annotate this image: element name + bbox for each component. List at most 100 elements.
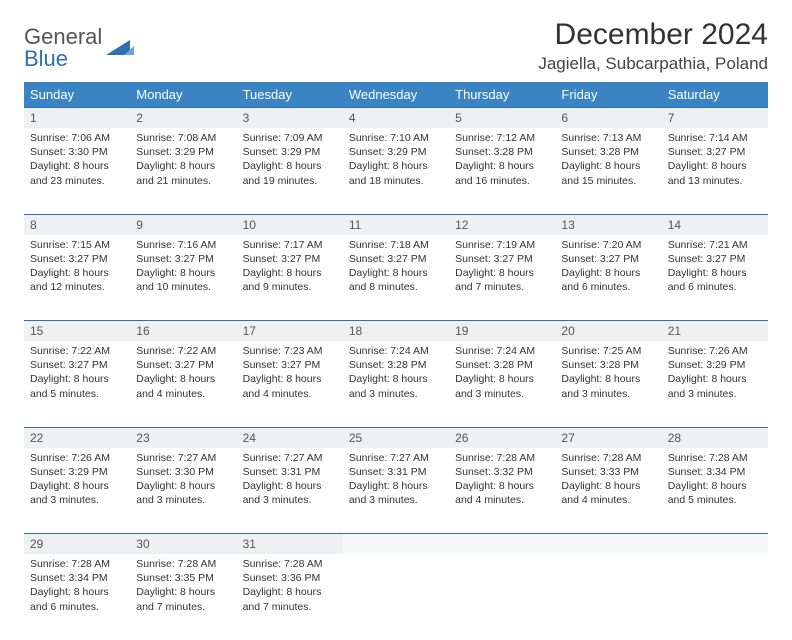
day-content-cell: Sunrise: 7:24 AMSunset: 3:28 PMDaylight:…: [449, 341, 555, 427]
day-content-row: Sunrise: 7:06 AMSunset: 3:30 PMDaylight:…: [24, 128, 768, 214]
daylight-line: Daylight: 8 hours and 3 minutes.: [349, 372, 443, 400]
sunrise-line: Sunrise: 7:21 AM: [668, 238, 762, 252]
day-number-cell: 24: [237, 427, 343, 448]
daylight-line: Daylight: 8 hours and 6 minutes.: [30, 585, 124, 613]
sunset-line: Sunset: 3:29 PM: [668, 358, 762, 372]
weekday-header: Wednesday: [343, 82, 449, 108]
day-content-row: Sunrise: 7:28 AMSunset: 3:34 PMDaylight:…: [24, 554, 768, 640]
sunrise-line: Sunrise: 7:27 AM: [243, 451, 337, 465]
day-number-cell: 6: [555, 108, 661, 129]
day-number-cell: 22: [24, 427, 130, 448]
sunrise-line: Sunrise: 7:24 AM: [349, 344, 443, 358]
day-content-cell: Sunrise: 7:28 AMSunset: 3:33 PMDaylight:…: [555, 448, 661, 534]
day-number-cell: 21: [662, 321, 768, 342]
calendar-body: 1234567Sunrise: 7:06 AMSunset: 3:30 PMDa…: [24, 108, 768, 640]
sunrise-line: Sunrise: 7:28 AM: [136, 557, 230, 571]
day-content-cell: Sunrise: 7:21 AMSunset: 3:27 PMDaylight:…: [662, 235, 768, 321]
day-number-cell: 15: [24, 321, 130, 342]
sunrise-line: Sunrise: 7:26 AM: [668, 344, 762, 358]
sunset-line: Sunset: 3:27 PM: [561, 252, 655, 266]
daylight-line: Daylight: 8 hours and 5 minutes.: [30, 372, 124, 400]
sunrise-line: Sunrise: 7:19 AM: [455, 238, 549, 252]
daylight-line: Daylight: 8 hours and 4 minutes.: [243, 372, 337, 400]
day-number-cell: 2: [130, 108, 236, 129]
sunrise-line: Sunrise: 7:28 AM: [243, 557, 337, 571]
day-content-cell: Sunrise: 7:24 AMSunset: 3:28 PMDaylight:…: [343, 341, 449, 427]
day-number-row: 293031: [24, 534, 768, 555]
sunset-line: Sunset: 3:28 PM: [455, 358, 549, 372]
sunset-line: Sunset: 3:27 PM: [349, 252, 443, 266]
day-number-cell: 31: [237, 534, 343, 555]
sunset-line: Sunset: 3:27 PM: [30, 358, 124, 372]
day-content-cell: Sunrise: 7:22 AMSunset: 3:27 PMDaylight:…: [130, 341, 236, 427]
day-content-cell: Sunrise: 7:28 AMSunset: 3:36 PMDaylight:…: [237, 554, 343, 640]
sunset-line: Sunset: 3:27 PM: [136, 358, 230, 372]
logo-triangle-icon: [106, 37, 134, 62]
day-content-cell: Sunrise: 7:28 AMSunset: 3:34 PMDaylight:…: [24, 554, 130, 640]
day-content-cell: Sunrise: 7:22 AMSunset: 3:27 PMDaylight:…: [24, 341, 130, 427]
sunset-line: Sunset: 3:28 PM: [561, 145, 655, 159]
day-number-cell: 11: [343, 214, 449, 235]
month-title: December 2024: [538, 18, 768, 52]
sunrise-line: Sunrise: 7:27 AM: [349, 451, 443, 465]
daylight-line: Daylight: 8 hours and 6 minutes.: [668, 266, 762, 294]
day-number-cell: 17: [237, 321, 343, 342]
daylight-line: Daylight: 8 hours and 10 minutes.: [136, 266, 230, 294]
sunset-line: Sunset: 3:30 PM: [30, 145, 124, 159]
sunrise-line: Sunrise: 7:17 AM: [243, 238, 337, 252]
day-number-cell: 3: [237, 108, 343, 129]
day-number-cell: 1: [24, 108, 130, 129]
logo: General Blue: [24, 24, 134, 72]
day-number-cell: 9: [130, 214, 236, 235]
sunset-line: Sunset: 3:27 PM: [243, 252, 337, 266]
sunset-line: Sunset: 3:32 PM: [455, 465, 549, 479]
day-content-cell: Sunrise: 7:26 AMSunset: 3:29 PMDaylight:…: [662, 341, 768, 427]
daylight-line: Daylight: 8 hours and 19 minutes.: [243, 159, 337, 187]
sunset-line: Sunset: 3:27 PM: [243, 358, 337, 372]
sunset-line: Sunset: 3:29 PM: [136, 145, 230, 159]
daylight-line: Daylight: 8 hours and 18 minutes.: [349, 159, 443, 187]
calendar-table: SundayMondayTuesdayWednesdayThursdayFrid…: [24, 82, 768, 640]
day-content-cell: [662, 554, 768, 640]
day-content-cell: Sunrise: 7:06 AMSunset: 3:30 PMDaylight:…: [24, 128, 130, 214]
sunrise-line: Sunrise: 7:13 AM: [561, 131, 655, 145]
day-content-cell: Sunrise: 7:28 AMSunset: 3:34 PMDaylight:…: [662, 448, 768, 534]
sunrise-line: Sunrise: 7:28 AM: [455, 451, 549, 465]
daylight-line: Daylight: 8 hours and 7 minutes.: [455, 266, 549, 294]
daylight-line: Daylight: 8 hours and 15 minutes.: [561, 159, 655, 187]
sunset-line: Sunset: 3:29 PM: [243, 145, 337, 159]
day-content-cell: Sunrise: 7:09 AMSunset: 3:29 PMDaylight:…: [237, 128, 343, 214]
day-number-cell: 26: [449, 427, 555, 448]
day-number-cell: 30: [130, 534, 236, 555]
sunrise-line: Sunrise: 7:15 AM: [30, 238, 124, 252]
sunrise-line: Sunrise: 7:18 AM: [349, 238, 443, 252]
sunrise-line: Sunrise: 7:10 AM: [349, 131, 443, 145]
weekday-header: Friday: [555, 82, 661, 108]
logo-text: General Blue: [24, 24, 102, 72]
daylight-line: Daylight: 8 hours and 7 minutes.: [136, 585, 230, 613]
day-content-cell: Sunrise: 7:28 AMSunset: 3:35 PMDaylight:…: [130, 554, 236, 640]
day-number-cell: 25: [343, 427, 449, 448]
sunrise-line: Sunrise: 7:14 AM: [668, 131, 762, 145]
day-number-row: 22232425262728: [24, 427, 768, 448]
day-content-cell: [555, 554, 661, 640]
day-content-cell: Sunrise: 7:15 AMSunset: 3:27 PMDaylight:…: [24, 235, 130, 321]
sunrise-line: Sunrise: 7:09 AM: [243, 131, 337, 145]
day-content-cell: Sunrise: 7:18 AMSunset: 3:27 PMDaylight:…: [343, 235, 449, 321]
day-number-row: 891011121314: [24, 214, 768, 235]
sunset-line: Sunset: 3:29 PM: [349, 145, 443, 159]
weekday-header: Monday: [130, 82, 236, 108]
day-number-cell: 28: [662, 427, 768, 448]
daylight-line: Daylight: 8 hours and 3 minutes.: [30, 479, 124, 507]
day-number-cell: [343, 534, 449, 555]
sunset-line: Sunset: 3:27 PM: [136, 252, 230, 266]
sunset-line: Sunset: 3:28 PM: [561, 358, 655, 372]
daylight-line: Daylight: 8 hours and 12 minutes.: [30, 266, 124, 294]
day-number-cell: 14: [662, 214, 768, 235]
sunset-line: Sunset: 3:34 PM: [668, 465, 762, 479]
day-content-cell: Sunrise: 7:16 AMSunset: 3:27 PMDaylight:…: [130, 235, 236, 321]
day-number-row: 1234567: [24, 108, 768, 129]
weekday-header: Thursday: [449, 82, 555, 108]
day-content-cell: Sunrise: 7:10 AMSunset: 3:29 PMDaylight:…: [343, 128, 449, 214]
day-number-cell: 4: [343, 108, 449, 129]
